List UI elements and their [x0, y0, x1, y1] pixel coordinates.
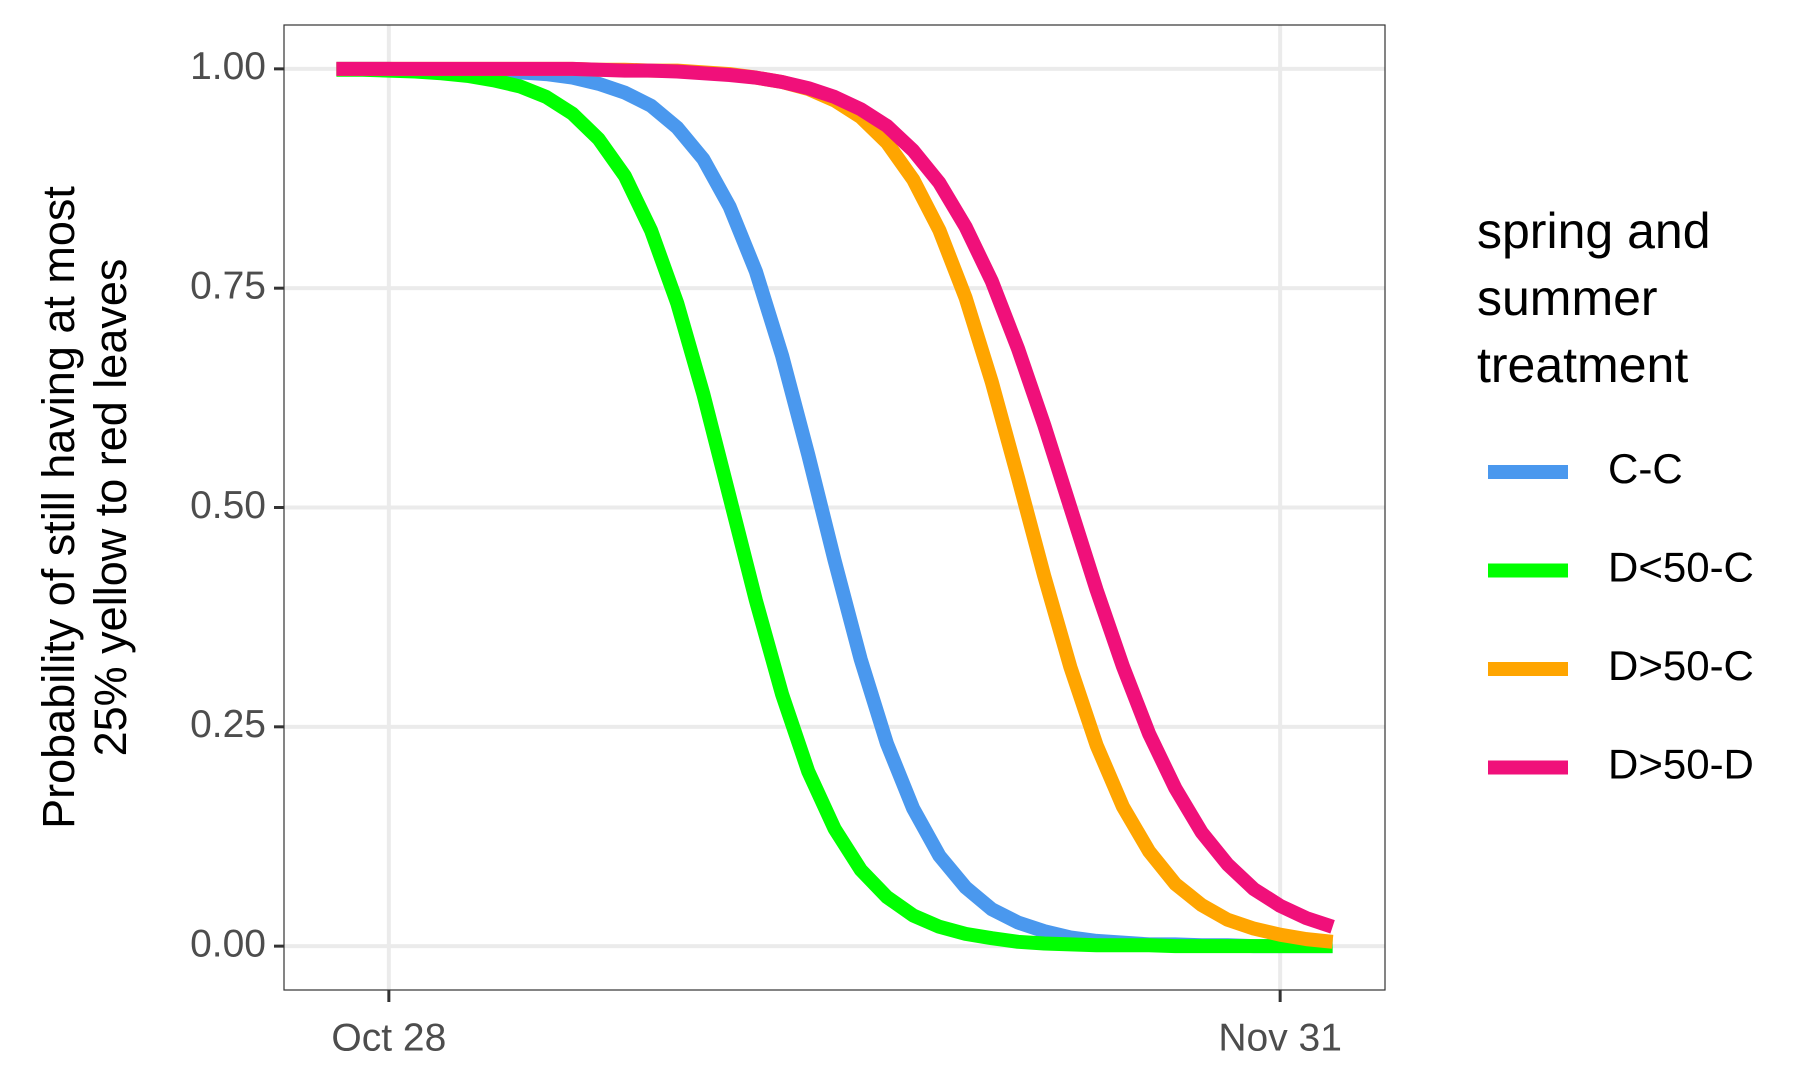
y-tick-label: 0.50 [190, 484, 266, 527]
legend-label: D<50-C [1608, 544, 1754, 591]
y-axis-title: 25% yellow to red leaves [85, 259, 136, 757]
panel-border [283, 24, 1386, 991]
legend-title: summer [1477, 270, 1658, 326]
x-tick-label: Oct 28 [331, 1016, 446, 1059]
x-tick-label: Nov 31 [1218, 1016, 1342, 1059]
y-tick-label: 0.00 [190, 922, 266, 965]
series-line [336, 61, 1335, 934]
legend-title: treatment [1477, 337, 1688, 393]
legend-label: C-C [1608, 445, 1683, 492]
y-axis-title: Probability of still having at most [33, 186, 84, 829]
y-tick-label: 0.25 [190, 703, 266, 746]
legend-title: spring and [1477, 203, 1711, 259]
legend-label: D>50-D [1608, 741, 1754, 788]
y-tick-label: 0.75 [190, 264, 266, 307]
series-line [336, 62, 1333, 954]
legend-label: D>50-C [1608, 642, 1754, 689]
y-tick-label: 1.00 [190, 45, 266, 88]
